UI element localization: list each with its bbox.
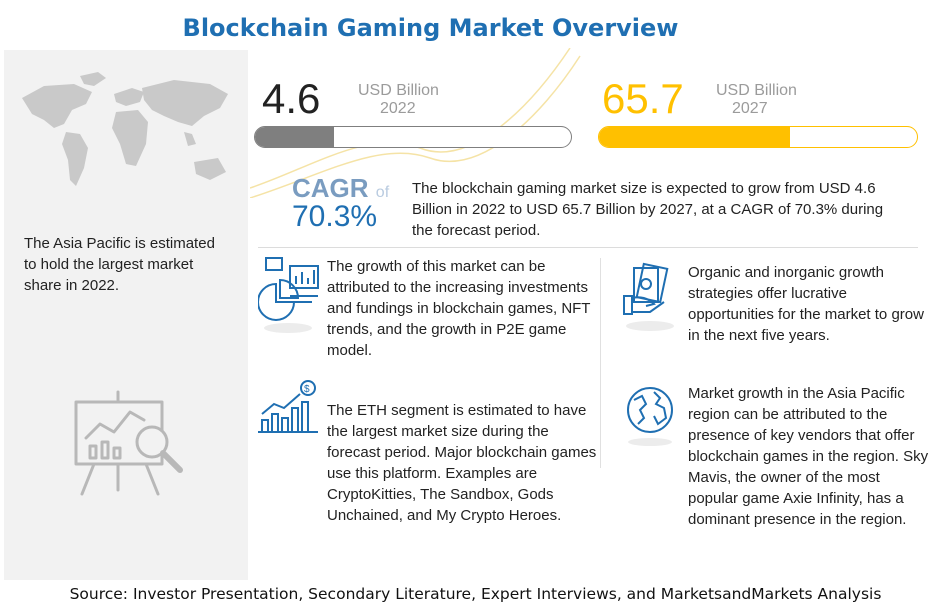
world-map-icon [14, 68, 240, 208]
page-title: Blockchain Gaming Market Overview [182, 14, 679, 42]
metric-2027: 65.7 [602, 78, 684, 120]
cagr-of-text: of [375, 184, 390, 201]
metric-2022-value: 4.6 [262, 75, 321, 122]
cagr-value: 70.3% [292, 200, 378, 233]
metric-2022-bar-fill [255, 127, 334, 147]
dollar-growth-chart-icon: $ [256, 380, 320, 445]
insight-text-2: Organic and inorganic growth strategies … [688, 264, 924, 344]
metric-2027-caption: USD Billion 2027 [716, 82, 797, 118]
metric-2027-year: 2027 [732, 100, 768, 117]
metric-2027-value: 65.7 [602, 75, 684, 122]
insight-text-1: The growth of this market can be attribu… [327, 258, 591, 359]
cagr-label: CAGR of [292, 173, 389, 204]
insight-text-4: Market growth in the Asia Pacific region… [688, 385, 929, 528]
metric-2027-unit: USD Billion [716, 82, 797, 99]
presentation-analysis-icon [72, 390, 192, 500]
metric-2027-bar [598, 126, 918, 148]
metric-2022-unit: USD Billion [358, 82, 439, 99]
metric-2027-bar-fill [599, 127, 790, 147]
region-text: The Asia Pacific is estimated to hold th… [24, 235, 215, 294]
metric-2022-year: 2022 [380, 100, 416, 117]
analytics-pie-chart-icon [257, 256, 324, 341]
globe-icon [624, 384, 680, 453]
metric-2022-bar [254, 126, 572, 148]
insight-text-3: The ETH segment is estimated to have the… [327, 402, 597, 524]
metric-2022: 4.6 [262, 78, 320, 120]
divider-horizontal [258, 247, 918, 248]
decorative-curves [250, 48, 581, 198]
divider-vertical [600, 258, 601, 468]
source-footnote: Source: Investor Presentation, Secondary… [69, 585, 882, 603]
cagr-description: The blockchain gaming market size is exp… [412, 180, 884, 239]
cagr-label-text: CAGR [292, 173, 369, 203]
metric-2022-caption: USD Billion 2022 [358, 82, 439, 118]
left-panel: The Asia Pacific is estimated to hold th… [4, 50, 248, 580]
money-hand-icon [620, 262, 680, 339]
svg-text:$: $ [304, 384, 310, 395]
